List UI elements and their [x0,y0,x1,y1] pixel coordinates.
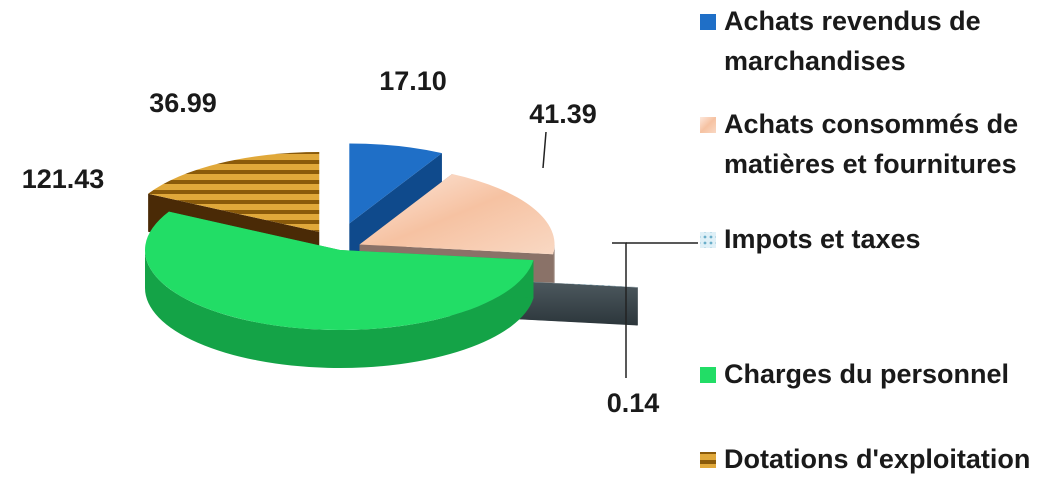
data-label: 17.10 [379,66,447,96]
leader-line [543,132,546,168]
legend: Achats revendus de marchandises Achats con… [700,6,1030,474]
data-label: 0.14 [607,388,660,418]
data-label: 121.43 [22,164,105,194]
legend-label: Impots et taxes [724,224,921,254]
data-label: 41.39 [529,99,597,129]
legend-label: Achats consommés de [724,109,1018,139]
legend-swatch [700,232,716,248]
legend-swatch [700,367,716,383]
legend-label: Charges du personnel [724,359,1009,389]
legend-swatch [700,14,716,30]
legend-label: Dotations d'exploitation [724,444,1030,474]
legend-swatch [700,452,716,468]
legend-swatch [700,117,716,133]
legend-label: marchandises [724,46,906,76]
legend-label: matières et fournitures [724,149,1017,179]
legend-label: Achats revendus de [724,6,981,36]
data-label: 36.99 [149,88,217,118]
